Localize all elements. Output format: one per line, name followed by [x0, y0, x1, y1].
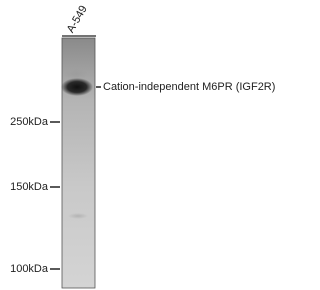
marker-label: 150kDa	[10, 181, 49, 193]
marker-label: 100kDa	[10, 263, 49, 275]
blot-figure: A-549 Cation-independent M6PR (IGF2R) 25…	[0, 0, 280, 290]
lane-label: A-549	[65, 4, 90, 35]
band-label: Cation-independent M6PR (IGF2R)	[103, 81, 275, 93]
protein-band	[61, 78, 93, 96]
marker-label: 250kDa	[10, 116, 49, 128]
faint-band	[68, 213, 88, 219]
band-smear	[64, 69, 88, 79]
